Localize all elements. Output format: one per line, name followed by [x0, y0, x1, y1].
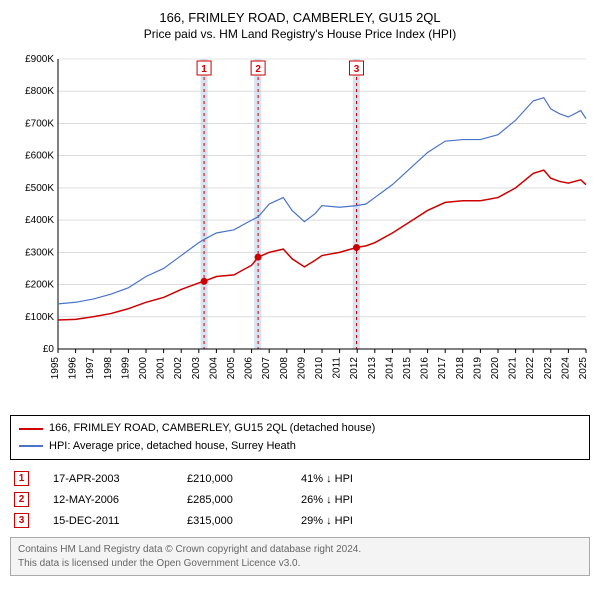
svg-text:2021: 2021 — [508, 357, 519, 380]
svg-text:£400K: £400K — [25, 215, 54, 226]
footer-line: This data is licensed under the Open Gov… — [18, 557, 582, 571]
svg-text:2020: 2020 — [490, 357, 501, 380]
svg-text:1999: 1999 — [120, 357, 131, 380]
svg-text:2019: 2019 — [472, 357, 483, 380]
transaction-price: £315,000 — [187, 515, 277, 527]
svg-text:2012: 2012 — [349, 357, 360, 380]
transaction-row: 3 15-DEC-2011 £315,000 29% ↓ HPI — [10, 510, 590, 531]
svg-text:2009: 2009 — [296, 357, 307, 380]
transaction-marker: 1 — [14, 471, 29, 486]
svg-text:2018: 2018 — [455, 357, 466, 380]
svg-text:2: 2 — [255, 64, 261, 75]
svg-text:£300K: £300K — [25, 247, 54, 258]
transaction-row: 2 12-MAY-2006 £285,000 26% ↓ HPI — [10, 489, 590, 510]
svg-text:2001: 2001 — [156, 357, 167, 380]
svg-text:2015: 2015 — [402, 357, 413, 380]
svg-text:£100K: £100K — [25, 312, 54, 323]
line-chart: £0 £100K £200K £300K £400K £500K £600K £700K £80… — [10, 49, 590, 409]
chart-title: 166, FRIMLEY ROAD, CAMBERLEY, GU15 2QL — [10, 10, 590, 25]
svg-text:2016: 2016 — [420, 357, 431, 380]
svg-text:2002: 2002 — [173, 357, 184, 380]
transaction-delta: 41% ↓ HPI — [301, 473, 391, 485]
svg-text:£800K: £800K — [25, 86, 54, 97]
svg-text:1995: 1995 — [50, 357, 61, 380]
legend-label: HPI: Average price, detached house, Surr… — [49, 438, 296, 456]
svg-text:£200K: £200K — [25, 280, 54, 291]
svg-text:3: 3 — [354, 64, 360, 75]
svg-text:2024: 2024 — [560, 357, 571, 380]
transaction-date: 12-MAY-2006 — [53, 494, 163, 506]
svg-text:£900K: £900K — [25, 54, 54, 65]
legend-swatch — [19, 445, 43, 447]
svg-text:2006: 2006 — [244, 357, 255, 380]
chart-container: 166, FRIMLEY ROAD, CAMBERLEY, GU15 2QL P… — [10, 10, 590, 576]
transaction-date: 17-APR-2003 — [53, 473, 163, 485]
svg-text:2004: 2004 — [208, 357, 219, 380]
legend: 166, FRIMLEY ROAD, CAMBERLEY, GU15 2QL (… — [10, 415, 590, 460]
transaction-price: £210,000 — [187, 473, 277, 485]
attribution-footer: Contains HM Land Registry data © Crown c… — [10, 537, 590, 576]
svg-text:1997: 1997 — [85, 357, 96, 380]
svg-text:2013: 2013 — [367, 357, 378, 380]
transaction-delta: 26% ↓ HPI — [301, 494, 391, 506]
transactions-table: 1 17-APR-2003 £210,000 41% ↓ HPI 2 12-MAY-200… — [10, 468, 590, 531]
legend-item: HPI: Average price, detached house, Surr… — [19, 438, 581, 456]
svg-text:2023: 2023 — [543, 357, 554, 380]
svg-text:2022: 2022 — [525, 357, 536, 380]
svg-text:2025: 2025 — [578, 357, 589, 380]
svg-text:2008: 2008 — [279, 357, 290, 380]
svg-text:2003: 2003 — [191, 357, 202, 380]
chart-area: £0 £100K £200K £300K £400K £500K £600K £700K £80… — [10, 49, 590, 409]
transaction-delta: 29% ↓ HPI — [301, 515, 391, 527]
transaction-marker: 3 — [14, 513, 29, 528]
svg-text:£600K: £600K — [25, 151, 54, 162]
svg-text:2000: 2000 — [138, 357, 149, 380]
svg-text:2007: 2007 — [261, 357, 272, 380]
legend-label: 166, FRIMLEY ROAD, CAMBERLEY, GU15 2QL (… — [49, 420, 375, 438]
svg-text:2017: 2017 — [437, 357, 448, 380]
transaction-date: 15-DEC-2011 — [53, 515, 163, 527]
svg-text:2005: 2005 — [226, 357, 237, 380]
chart-subtitle: Price paid vs. HM Land Registry's House … — [10, 27, 590, 41]
svg-text:£0: £0 — [43, 344, 55, 355]
svg-text:2014: 2014 — [384, 357, 395, 380]
legend-item: 166, FRIMLEY ROAD, CAMBERLEY, GU15 2QL (… — [19, 420, 581, 438]
svg-text:£500K: £500K — [25, 183, 54, 194]
svg-text:1: 1 — [201, 64, 207, 75]
footer-line: Contains HM Land Registry data © Crown c… — [18, 543, 582, 557]
svg-text:£700K: £700K — [25, 118, 54, 129]
legend-swatch — [19, 428, 43, 430]
svg-text:2010: 2010 — [314, 357, 325, 380]
transaction-row: 1 17-APR-2003 £210,000 41% ↓ HPI — [10, 468, 590, 489]
svg-text:2011: 2011 — [332, 357, 343, 379]
svg-text:1996: 1996 — [68, 357, 79, 380]
transaction-price: £285,000 — [187, 494, 277, 506]
svg-text:1998: 1998 — [103, 357, 114, 380]
transaction-marker: 2 — [14, 492, 29, 507]
